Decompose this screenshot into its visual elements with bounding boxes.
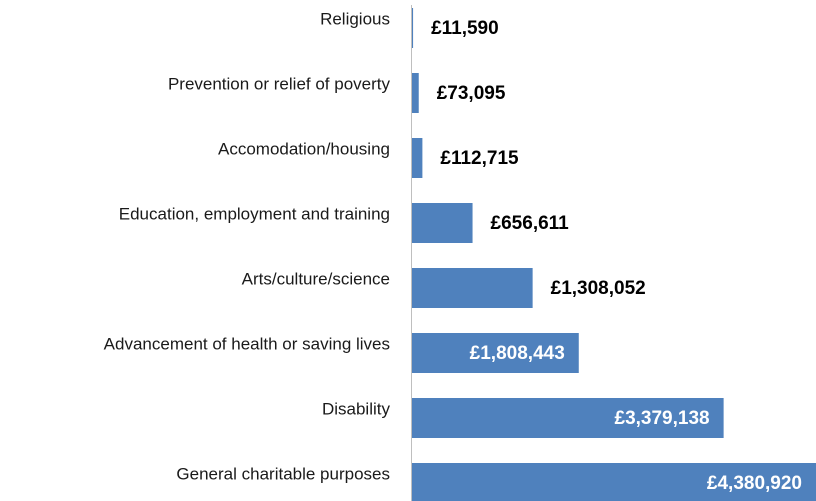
value-label: £11,590 [431,18,499,39]
value-label: £656,611 [491,213,570,234]
category-label: Accomodation/housing [218,139,390,158]
value-label: £4,380,920 [707,473,802,494]
bar [412,463,816,501]
category-label: Education, employment and training [119,204,390,223]
bar [412,73,419,113]
value-label: £73,095 [437,83,506,104]
category-label: Prevention or relief of poverty [168,74,391,93]
bar [412,203,473,243]
value-label: £112,715 [440,148,519,169]
value-label: £3,379,138 [615,408,710,429]
category-label: Advancement of health or saving lives [104,334,390,353]
bar [412,8,414,48]
category-label: General charitable purposes [176,464,390,483]
value-label: £1,308,052 [551,278,646,299]
bar [412,138,423,178]
bar [412,268,533,308]
bar [412,398,724,438]
category-label: Disability [322,399,391,418]
bar [412,333,579,373]
category-label: Religious [320,9,390,28]
value-label: £1,808,443 [470,343,565,364]
category-label: Arts/culture/science [242,269,390,288]
